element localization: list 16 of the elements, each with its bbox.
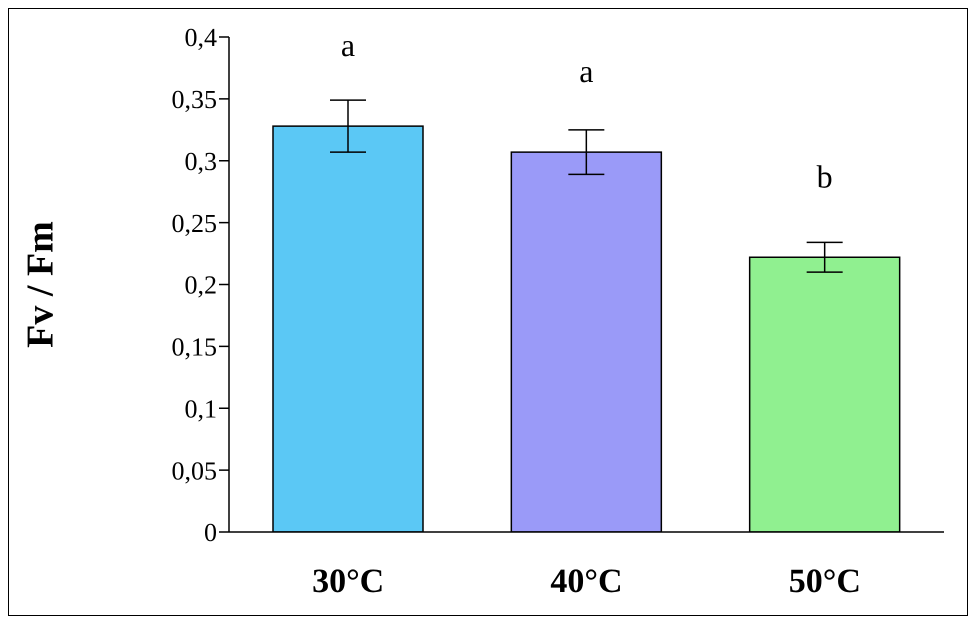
y-tick-label: 0,15 <box>172 332 217 362</box>
y-tick-label: 0,25 <box>172 208 217 238</box>
y-axis-title: Fv / Fm <box>19 221 62 348</box>
y-tick-label: 0,05 <box>172 456 217 486</box>
y-tick-label: 0,2 <box>184 270 217 300</box>
y-tick-label: 0,1 <box>184 394 217 424</box>
y-tick-label: 0,35 <box>172 85 217 114</box>
x-tick-label: 30°C <box>312 563 384 600</box>
annotation: a <box>579 53 594 90</box>
annotation: b <box>816 158 833 194</box>
x-tick-label: 40°C <box>550 563 623 600</box>
y-tick-label: 0,3 <box>184 146 217 176</box>
y-tick-label: 0,4 <box>184 23 217 52</box>
x-tick-label: 50°C <box>788 563 861 600</box>
annotation: a <box>340 27 356 64</box>
y-tick-label: 0 <box>204 518 217 548</box>
